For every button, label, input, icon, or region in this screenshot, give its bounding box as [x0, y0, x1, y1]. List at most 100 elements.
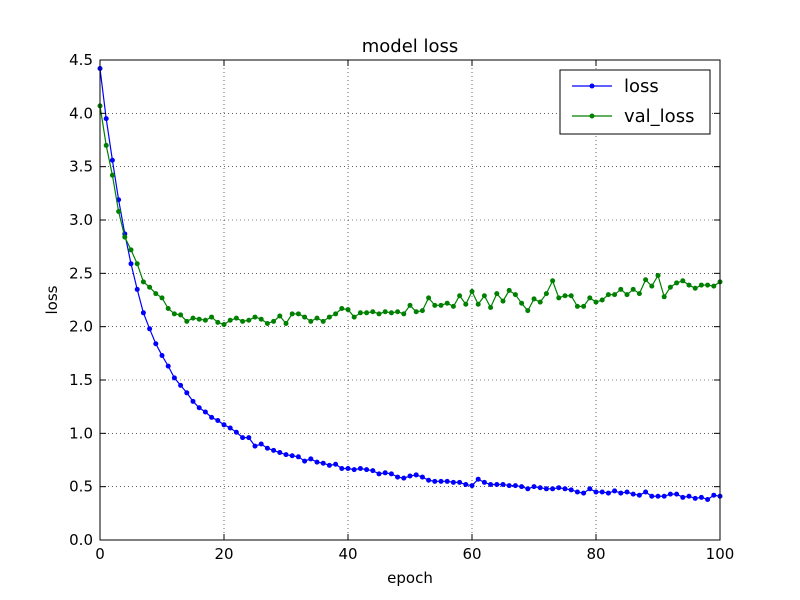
- plot-frame: [99, 59, 721, 541]
- val-loss-point: [134, 261, 140, 267]
- loss-point: [178, 382, 184, 388]
- val-loss-point: [395, 309, 401, 315]
- loss-point: [512, 483, 518, 489]
- loss-point: [308, 456, 314, 462]
- loss-point: [357, 466, 363, 472]
- loss-point: [233, 429, 239, 435]
- val-loss-point: [612, 292, 618, 298]
- loss-point: [227, 425, 233, 431]
- loss-point: [388, 471, 394, 477]
- loss-point: [643, 489, 649, 495]
- loss-point: [655, 493, 661, 499]
- val-loss-point: [103, 142, 109, 148]
- val-loss-point: [698, 282, 704, 288]
- loss-point: [705, 496, 711, 502]
- val-loss-point: [345, 307, 351, 313]
- loss-point: [636, 492, 642, 498]
- chart-title: model loss: [362, 36, 459, 57]
- val-loss-point: [649, 283, 655, 289]
- loss-point: [140, 310, 146, 316]
- val-loss-point: [630, 286, 636, 292]
- legend-val-loss-marker: [589, 113, 595, 119]
- legend-loss-label: loss: [624, 76, 659, 97]
- val-loss-point: [202, 317, 208, 323]
- loss-point: [326, 462, 332, 468]
- val-loss-point: [574, 303, 580, 309]
- loss-point: [240, 435, 246, 441]
- loss-point: [550, 486, 556, 492]
- val-loss-point: [475, 301, 481, 307]
- val-loss-point: [500, 298, 506, 304]
- loss-point: [295, 454, 301, 460]
- loss-point: [351, 467, 357, 473]
- val-loss-point: [469, 288, 475, 294]
- val-loss-point: [661, 294, 667, 300]
- val-loss-point: [159, 295, 165, 301]
- val-loss-point: [351, 314, 357, 320]
- loss-point: [450, 479, 456, 485]
- val-loss-point: [618, 286, 624, 292]
- val-loss-point: [463, 301, 469, 307]
- loss-point: [165, 363, 171, 369]
- x-tick-label: 80: [586, 545, 605, 563]
- loss-point: [159, 352, 165, 358]
- y-axis-title: loss: [43, 285, 61, 314]
- val-loss-point: [494, 291, 500, 297]
- loss-point: [109, 157, 115, 163]
- val-loss-point: [326, 314, 332, 320]
- val-loss-point: [289, 311, 295, 317]
- x-tick-label: 100: [706, 545, 735, 563]
- loss-point: [661, 493, 667, 499]
- loss-point: [525, 486, 531, 492]
- val-loss-point: [277, 313, 283, 319]
- loss-point: [667, 491, 673, 497]
- loss-point: [252, 443, 258, 449]
- val-loss-point: [178, 312, 184, 318]
- loss-point: [364, 467, 370, 473]
- val-loss-point: [221, 322, 227, 328]
- val-loss-point: [680, 278, 686, 284]
- val-loss-point: [655, 272, 661, 278]
- val-loss-point: [568, 293, 574, 299]
- loss-point: [153, 341, 159, 347]
- val-loss-point: [109, 172, 115, 178]
- y-tick-label: 2.0: [69, 318, 93, 336]
- val-loss-point: [705, 282, 711, 288]
- loss-point: [519, 484, 525, 490]
- val-loss-point: [711, 283, 717, 289]
- loss-point: [630, 491, 636, 497]
- loss-point: [202, 409, 208, 415]
- series-lines: [97, 66, 723, 502]
- loss-point: [593, 489, 599, 495]
- val-loss-point: [314, 315, 320, 321]
- val-loss-point: [519, 300, 525, 306]
- legend-loss-marker: [589, 83, 595, 89]
- y-tick-label: 0.0: [69, 531, 93, 549]
- val-loss-point: [153, 291, 159, 297]
- val-loss-point: [246, 317, 252, 323]
- loss-point: [339, 466, 345, 472]
- val-loss-point: [339, 306, 345, 312]
- loss-point: [419, 474, 425, 480]
- val-loss-point: [320, 318, 326, 324]
- loss-point: [494, 482, 500, 488]
- loss-point: [345, 466, 351, 472]
- x-tick-label: 20: [214, 545, 233, 563]
- loss-point: [711, 492, 717, 498]
- loss-point: [612, 488, 618, 494]
- loss-point: [376, 471, 382, 477]
- val-loss-point: [531, 296, 537, 302]
- y-tick-label: 0.5: [69, 478, 93, 496]
- val-loss-point: [233, 315, 239, 321]
- loss-point: [258, 441, 264, 447]
- loss-point: [605, 490, 611, 496]
- y-tick-label: 3.0: [69, 211, 93, 229]
- loss-point: [128, 261, 134, 267]
- loss-point: [246, 435, 252, 441]
- loss-point: [500, 482, 506, 488]
- val-loss-point: [215, 319, 221, 325]
- val-loss-point: [562, 293, 568, 299]
- val-loss-point: [140, 279, 146, 285]
- loss-point: [147, 326, 153, 332]
- val-loss-point: [599, 297, 605, 303]
